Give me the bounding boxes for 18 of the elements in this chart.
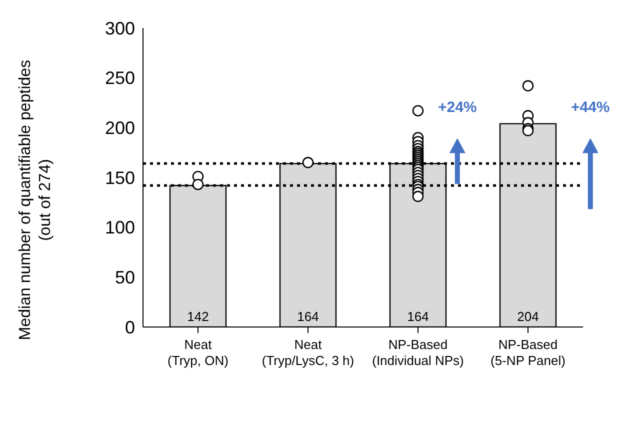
y-tick-label: 100 [104,218,135,238]
data-label: 142 [187,309,209,324]
data-label: 164 [297,309,319,324]
annotation: +44% [570,99,610,116]
y-tick-label: 200 [104,118,135,138]
annotation: +24% [438,99,477,116]
y-tick-label: 250 [104,68,135,88]
y-tick-label: 300 [104,18,135,38]
x-tick-label: Neat (Tryp, ON) [168,337,228,368]
x-tick-label: Neat (Tryp/LysC, 3 h) [262,337,354,368]
y-tick-label: 0 [124,317,135,338]
y-tick-label: 150 [104,168,135,188]
data-label: 204 [517,309,539,324]
y-tick-label: 50 [114,268,135,288]
data-label: 164 [407,309,429,324]
x-tick-label: NP-Based (5-NP Panel) [490,337,566,368]
x-tick-label: NP-Based (Individual NPs) [372,337,464,368]
y-axis-title: Median number of quantifiable peptides (out of 274) [17,60,54,340]
